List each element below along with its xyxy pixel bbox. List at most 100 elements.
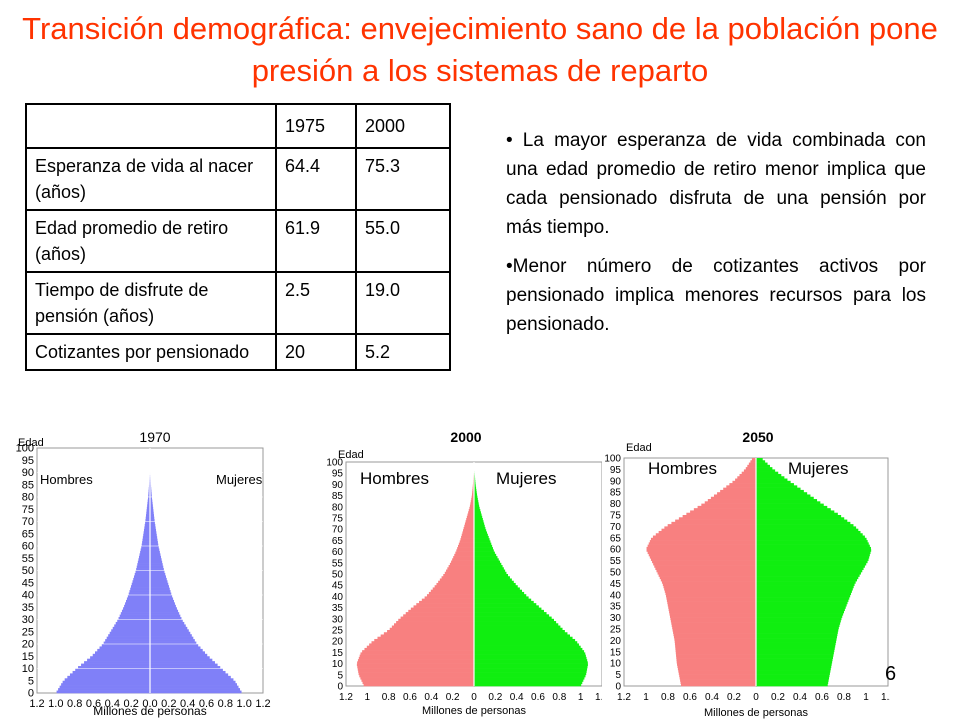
female-bar	[474, 495, 478, 499]
male-bar	[408, 609, 474, 613]
x-tick-label: 0.8	[552, 692, 566, 703]
female-bar	[474, 551, 495, 555]
female-bar	[474, 674, 586, 678]
male-bar	[142, 541, 150, 544]
male-bar	[443, 574, 474, 577]
x-tick-label: 0.2	[161, 698, 176, 710]
male-bar	[119, 614, 150, 618]
x-axis-label: Millones de personas	[93, 704, 206, 718]
female-bar	[150, 656, 210, 659]
female-bar	[150, 617, 182, 620]
male-bar	[458, 544, 474, 548]
y-tick-label: 60	[22, 541, 34, 553]
female-bar	[150, 651, 205, 655]
male-bar	[747, 464, 756, 468]
female-bar	[756, 663, 832, 666]
female-bar	[150, 663, 218, 667]
female-bar	[756, 617, 842, 621]
male-bar	[677, 663, 756, 666]
female-bar	[756, 489, 804, 493]
male-bar	[81, 663, 150, 667]
female-bar	[756, 483, 794, 486]
female-bar	[474, 659, 588, 662]
female-bar	[474, 529, 487, 532]
female-bar	[474, 497, 478, 501]
female-bar	[474, 488, 477, 492]
y-tick-label: 20	[22, 639, 34, 651]
female-bar	[150, 523, 156, 527]
female-bar	[150, 658, 213, 662]
y-tick-label: 35	[610, 602, 622, 613]
male-bar	[421, 598, 474, 602]
female-bar	[150, 636, 194, 640]
male-bar	[707, 499, 756, 502]
table-cell: 75.3	[355, 147, 451, 211]
male-bar	[362, 681, 474, 685]
male-bar	[141, 543, 150, 547]
female-bar	[474, 638, 576, 642]
x-tick-label: 0.4	[180, 698, 195, 710]
male-bar	[710, 496, 756, 500]
male-bar	[357, 668, 474, 671]
female-bar	[474, 605, 539, 608]
female-bar	[150, 575, 167, 579]
male-bar	[673, 635, 756, 639]
y-tick-label: 80	[22, 492, 34, 504]
female-bar	[474, 636, 573, 640]
female-bar	[150, 563, 163, 566]
female-bar	[150, 646, 201, 650]
female-bar	[474, 509, 481, 512]
table-cell: 19.0	[355, 271, 451, 335]
y-tick-label: 0	[28, 688, 34, 700]
x-tick-label: 1.2	[339, 692, 353, 703]
female-bar	[150, 514, 155, 517]
female-bar	[474, 491, 477, 494]
female-bar	[150, 644, 199, 647]
female-bar	[474, 553, 497, 557]
male-bar	[405, 612, 474, 615]
male-bar	[138, 555, 150, 559]
y-tick-label: 70	[332, 525, 344, 536]
female-bar	[474, 500, 479, 503]
y-tick-label: 85	[332, 491, 344, 502]
female-bar	[474, 594, 527, 597]
male-bar	[115, 621, 150, 625]
female-bar	[150, 541, 158, 544]
female-bar	[150, 666, 221, 669]
female-bar	[150, 634, 192, 637]
male-bar	[739, 473, 756, 477]
male-bar	[58, 688, 150, 691]
male-bar	[145, 516, 150, 520]
x-tick-label: 0.6	[683, 692, 697, 703]
female-bar	[756, 485, 798, 488]
y-tick-label: 10	[332, 659, 344, 670]
y-tick-label: 95	[332, 469, 344, 480]
female-bar	[756, 549, 872, 552]
y-tick-label: 100	[604, 454, 621, 465]
y-axis-label: Edad	[338, 449, 364, 461]
female-bar	[756, 606, 846, 609]
male-bar	[456, 549, 474, 552]
x-tick-label: 1.0	[48, 698, 63, 710]
y-tick-label: 60	[332, 547, 344, 558]
female-bar	[756, 631, 838, 634]
male-bar	[660, 578, 756, 582]
table-row: Esperanza de vida al nacer (años) 64.4 75.…	[25, 147, 451, 211]
male-bar	[103, 641, 150, 645]
female-bar	[756, 508, 831, 511]
male-bar	[371, 641, 474, 644]
male-bar	[469, 506, 474, 510]
male-bar	[426, 594, 474, 597]
male-bar	[126, 597, 150, 601]
y-tick-label: 25	[22, 626, 34, 638]
female-bar	[474, 612, 547, 615]
female-bar	[756, 683, 828, 687]
male-bar	[723, 487, 756, 491]
y-tick-label: 25	[332, 626, 344, 637]
y-axis-label: Edad	[18, 437, 44, 449]
female-bar	[150, 688, 241, 691]
female-bar	[756, 492, 808, 495]
y-tick-label: 15	[610, 647, 622, 658]
y-tick-label: 45	[332, 581, 344, 592]
female-bar	[474, 567, 504, 570]
